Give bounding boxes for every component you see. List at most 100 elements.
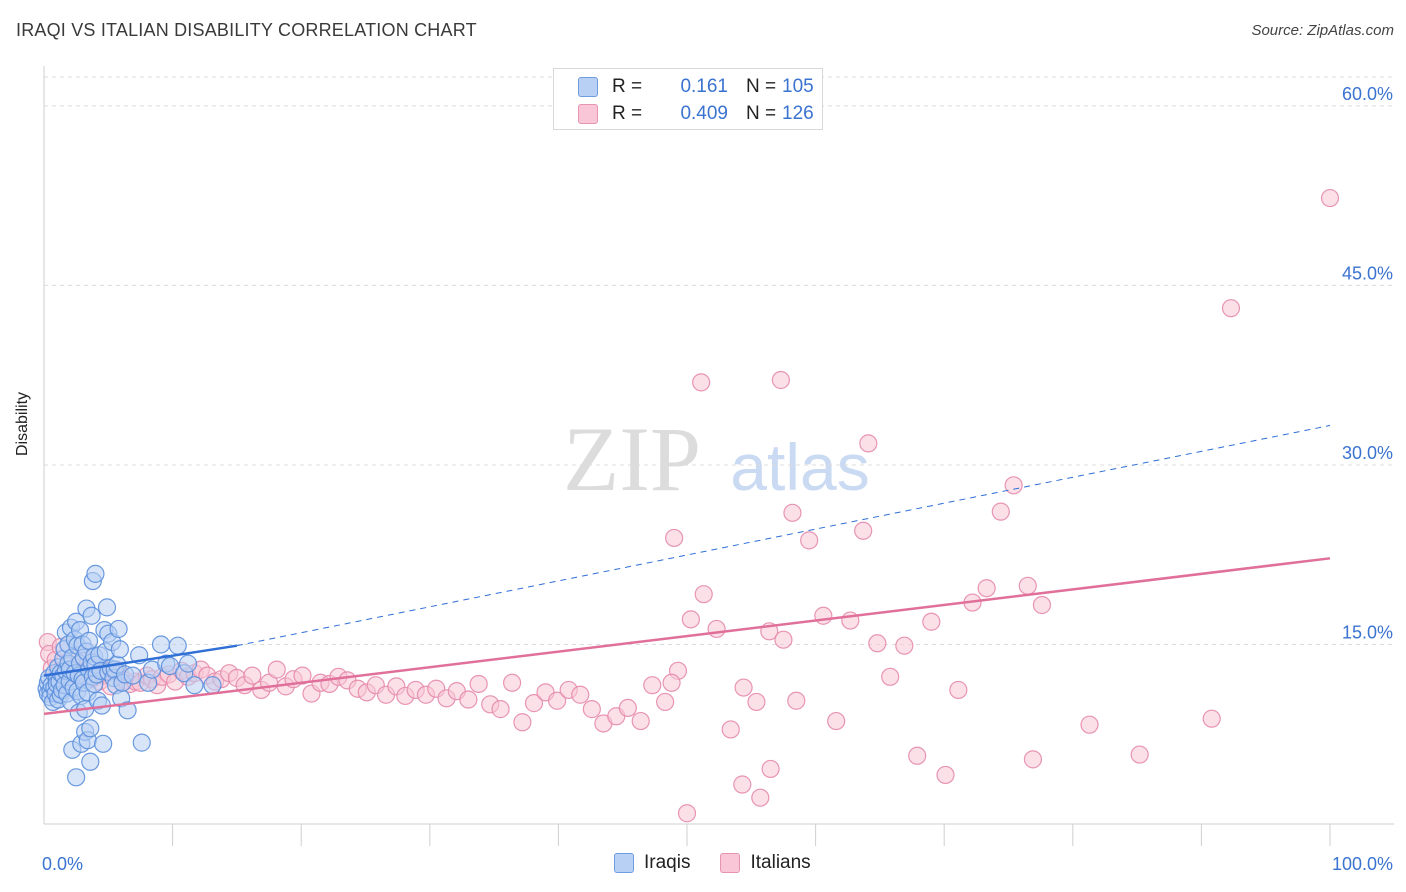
watermark-atlas: atlas <box>730 430 869 504</box>
italians-point <box>665 528 684 548</box>
italians-point <box>827 711 846 731</box>
iraqis-point <box>94 734 113 753</box>
legend-item-italians[interactable]: Italians <box>720 852 811 874</box>
legend-item-iraqis[interactable]: Iraqis <box>614 852 690 874</box>
iraqis-point <box>203 676 222 695</box>
iraqis-swatch <box>614 853 634 873</box>
italians-point <box>524 694 544 713</box>
italians-point <box>582 700 601 719</box>
iraqis-point <box>151 635 171 654</box>
italians-point <box>1023 750 1043 769</box>
legend-label-iraqis: Iraqis <box>644 852 691 873</box>
iraqis-trend-dashed <box>236 424 1331 647</box>
italians-point <box>977 579 996 598</box>
italians-swatch <box>578 104 598 124</box>
italians-trend-line <box>43 557 1331 716</box>
iraqis-point <box>110 640 129 659</box>
italians-point <box>1320 188 1340 208</box>
italians-point <box>868 634 887 653</box>
italians-point <box>513 713 532 732</box>
iraqis-point <box>178 654 198 673</box>
bottom-legend: Iraqis Italians <box>614 852 811 874</box>
axes <box>43 66 1394 846</box>
x-tick-label: 0.0% <box>42 854 83 874</box>
stats-row-iraqis: R = 0.161 N = 105 <box>578 75 814 99</box>
italians-point <box>814 606 833 625</box>
legend-label-italians: Italians <box>750 852 811 873</box>
italians-point <box>774 630 793 649</box>
italians-point <box>656 692 675 712</box>
iraqis-point <box>82 606 101 625</box>
italians-point <box>1130 745 1149 764</box>
trend-lines <box>43 424 1331 716</box>
r-value: 0.409 <box>680 103 728 124</box>
italians-point <box>895 636 914 655</box>
italians-point <box>747 692 766 712</box>
r-label: R = <box>612 76 643 97</box>
iraqis-point <box>123 666 142 685</box>
italians-point <box>681 610 700 629</box>
italians-point <box>783 503 802 522</box>
italians-point <box>662 673 681 692</box>
italians-point <box>734 678 753 697</box>
iraqis-point <box>132 733 151 752</box>
italians-point <box>694 585 713 604</box>
r-value: 0.161 <box>680 76 728 97</box>
iraqis-point <box>67 768 86 787</box>
n-value: 126 <box>782 103 814 124</box>
italians-point <box>922 612 941 631</box>
y-axis-label: Disability <box>14 391 31 456</box>
iraqis-point <box>86 564 105 583</box>
italians-point <box>1004 476 1023 495</box>
y-tick-label: 45.0% <box>1342 263 1393 283</box>
iraqis-swatch <box>578 77 598 97</box>
italians-point <box>1080 715 1099 734</box>
n-label: N = <box>746 103 777 124</box>
italians-point <box>854 521 873 540</box>
italians-point <box>771 370 790 390</box>
axis-ticks: 15.0% 30.0% 45.0% 60.0% 0.0% 100.0% <box>42 84 1393 874</box>
italians-point <box>1221 299 1241 318</box>
italians-point <box>548 691 567 710</box>
italians-point <box>881 667 900 686</box>
italians-point <box>469 674 488 694</box>
iraqis-trend-line <box>43 644 238 677</box>
italians-point <box>243 666 262 685</box>
chart-title: IRAQI VS ITALIAN DISABILITY CORRELATION … <box>16 20 477 40</box>
italians-point <box>643 676 662 695</box>
watermark-zip: ZIP <box>563 408 701 510</box>
iraqis-point <box>81 752 100 771</box>
n-label: N = <box>746 76 777 97</box>
italians-point <box>459 690 478 709</box>
italians-point <box>631 711 650 731</box>
italians-point <box>991 502 1010 521</box>
italians-point <box>677 804 697 823</box>
iraqis-point <box>109 619 128 639</box>
n-value: 105 <box>782 76 814 97</box>
italians-point <box>800 531 819 550</box>
italians-point <box>571 685 590 704</box>
y-tick-label: 60.0% <box>1342 84 1393 104</box>
italians-point <box>787 691 806 710</box>
italians-point <box>293 666 312 685</box>
iraqis-point <box>97 598 117 617</box>
italians-point <box>267 660 286 679</box>
italians-point <box>1018 576 1037 595</box>
italians-point <box>908 746 927 765</box>
iraqis-point <box>79 631 99 650</box>
italians-point <box>761 759 780 779</box>
iraqis-point <box>185 676 204 695</box>
y-tick-label: 30.0% <box>1342 443 1393 463</box>
grid-lines <box>44 76 1394 645</box>
italians-point <box>1032 595 1052 615</box>
italians-point <box>1202 709 1221 728</box>
italians-point <box>949 680 968 700</box>
iraqis-point <box>81 719 100 738</box>
italians-point <box>751 788 770 807</box>
italians-point <box>859 434 878 453</box>
italians-swatch <box>720 853 741 873</box>
series-iraqis-points <box>37 564 222 787</box>
iraqis-point <box>168 636 187 655</box>
iraqis-point <box>160 656 180 676</box>
